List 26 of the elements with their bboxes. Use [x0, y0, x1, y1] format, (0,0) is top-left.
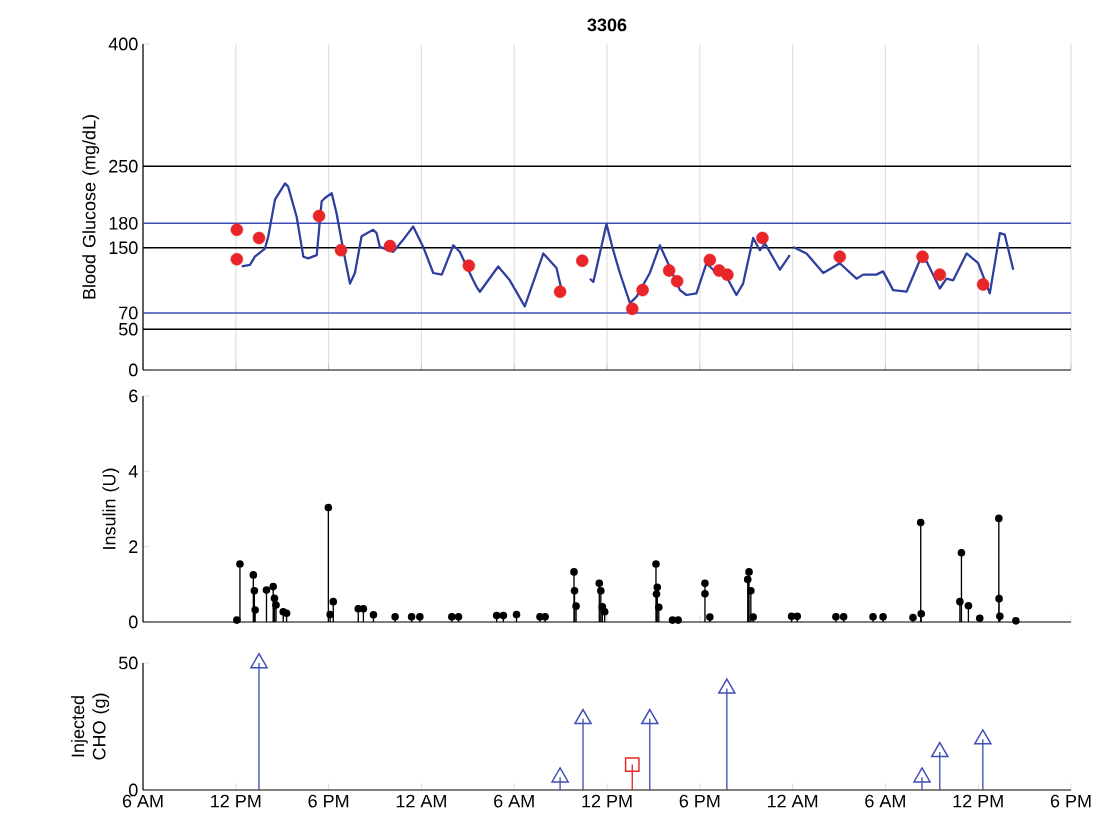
y-axis-title: Blood Glucose (mg/dL): [82, 115, 100, 299]
y-tick-label: 400: [108, 37, 138, 51]
x-tick-label: 12 AM: [396, 794, 446, 808]
y-tick-label: 6: [129, 389, 138, 403]
y-tick-label: 2: [129, 540, 138, 553]
y-tick-label: 150: [109, 241, 138, 255]
y-tick-label: 0: [129, 363, 138, 377]
chart-title: 3306: [587, 18, 627, 32]
x-tick-label: 12 PM: [582, 794, 632, 808]
y-tick-label: 180: [109, 216, 138, 230]
x-tick-label: 6 PM: [308, 794, 349, 808]
y-tick-label: 70: [119, 306, 138, 320]
x-tick-label: 12 AM: [767, 794, 818, 808]
x-tick-label: 12 PM: [953, 794, 1003, 808]
x-tick-label: 6 AM: [865, 794, 905, 808]
y-tick-label: 250: [109, 159, 138, 173]
y-axis-title: Insulin (U): [102, 468, 120, 549]
x-tick-label: 6 PM: [1050, 794, 1091, 808]
x-tick-label: 6 AM: [494, 794, 534, 808]
y-tick-label: 50: [118, 322, 138, 336]
y-tick-label: 0: [129, 615, 138, 629]
y-tick-label: 4: [128, 465, 138, 478]
x-tick-label: 6 PM: [679, 794, 720, 808]
x-tick-label: 12 PM: [211, 794, 261, 808]
y-axis-title: Injected CHO (g): [71, 693, 110, 760]
y-tick-label: 50: [118, 656, 138, 670]
